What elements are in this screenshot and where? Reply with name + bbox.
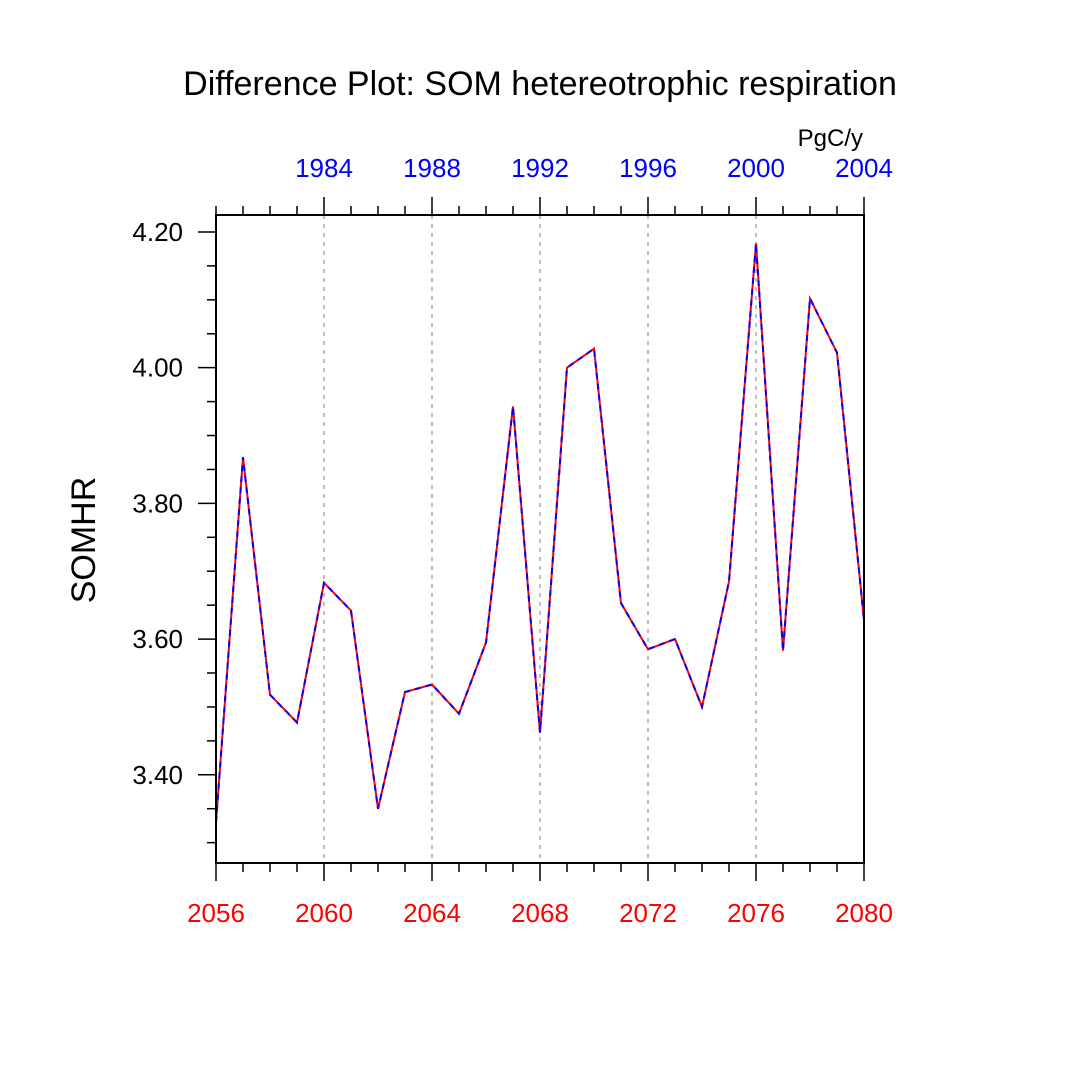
x-tick-label: 2068 — [511, 898, 569, 928]
y-tick-label: 4.00 — [132, 353, 183, 383]
top-tick-label: 1988 — [403, 153, 461, 183]
y-axis-label: SOMHR — [65, 477, 103, 604]
labels-layer: 2056 2060 2064 2068 2072 2076 2080 1984 1988 1992… — [132, 153, 893, 928]
top-tick-label: 1996 — [619, 153, 677, 183]
y-tick-label: 3.40 — [132, 760, 183, 790]
x-tick-label: 2060 — [295, 898, 353, 928]
y-tick-label: 3.80 — [132, 488, 183, 518]
y-tick-label: 3.60 — [132, 624, 183, 654]
plot-frame — [215, 214, 865, 864]
x-tick-label: 2056 — [187, 898, 245, 928]
x-tick-label: 2080 — [835, 898, 893, 928]
chart-title: Difference Plot: SOM hetereotrophic resp… — [183, 65, 897, 103]
series-layer — [215, 243, 865, 823]
units-label: PgC/y — [798, 125, 863, 152]
ticks-layer — [198, 197, 865, 881]
x-tick-label: 2072 — [619, 898, 677, 928]
x-tick-label: 2076 — [727, 898, 785, 928]
grid-layer — [323, 215, 757, 863]
top-tick-label: 1984 — [295, 153, 353, 183]
top-tick-label: 1992 — [511, 153, 569, 183]
series-line-2 — [215, 243, 865, 823]
x-tick-label: 2064 — [403, 898, 461, 928]
top-tick-label: 2000 — [727, 153, 785, 183]
y-tick-label: 4.20 — [132, 217, 183, 247]
top-tick-label: 2004 — [835, 153, 893, 183]
